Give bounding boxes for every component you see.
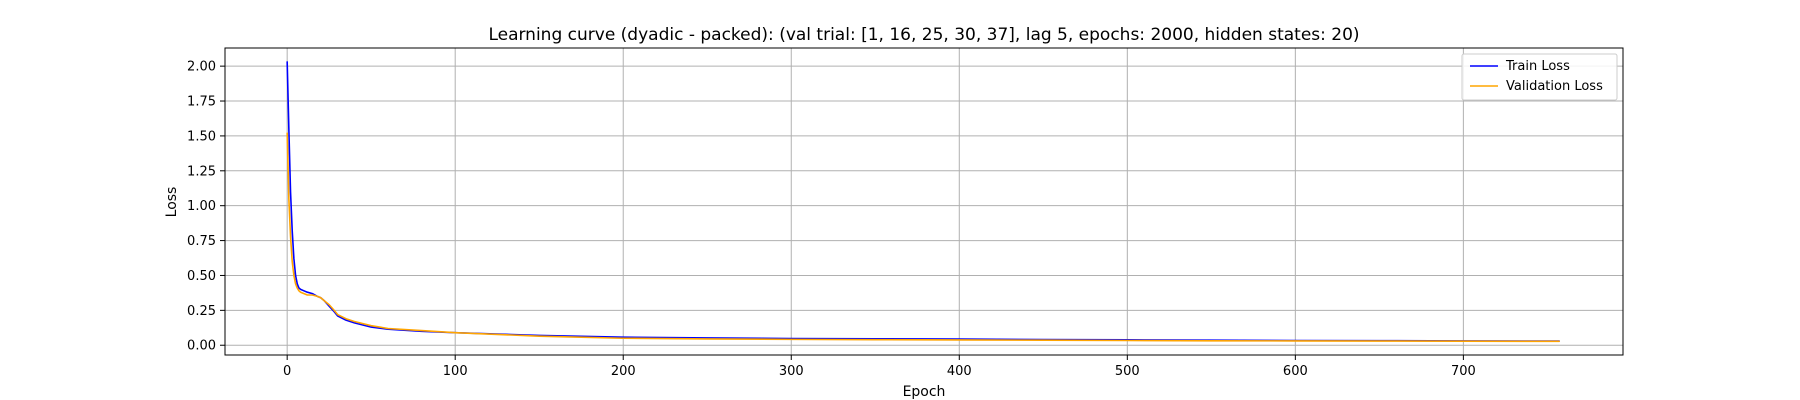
y-tick-label: 0.00 <box>187 339 216 354</box>
y-axis-label: Loss <box>164 187 180 218</box>
y-tick-label: 0.75 <box>187 234 216 249</box>
x-axis-ticks: 0 100 200 300 400 500 600 700 <box>283 355 1476 379</box>
x-tick-label: 600 <box>1283 364 1308 379</box>
legend: Train Loss Validation Loss <box>1461 53 1618 101</box>
y-axis-ticks: 0.00 0.25 0.50 0.75 1.00 1.25 1.50 1.75 2.00 <box>187 60 225 354</box>
validation-loss-line <box>286 132 1560 343</box>
x-tick-label: 300 <box>779 364 804 379</box>
series-layer <box>286 61 1560 343</box>
grid <box>225 48 1623 355</box>
x-tick-label: 100 <box>443 364 468 379</box>
x-tick-label: 500 <box>1115 364 1140 379</box>
x-tick-label: 400 <box>947 364 972 379</box>
plot-frame <box>224 47 1624 356</box>
x-tick-label: 0 <box>283 364 291 379</box>
y-tick-label: 1.00 <box>187 199 216 214</box>
legend-train-loss-label: Train Loss <box>1505 59 1570 74</box>
y-tick-label: 1.50 <box>187 129 216 144</box>
y-tick-label: 2.00 <box>187 60 216 75</box>
y-tick-label: 1.75 <box>187 95 216 110</box>
chart-title: Learning curve (dyadic - packed): (val t… <box>488 25 1359 45</box>
legend-box <box>1461 53 1618 101</box>
y-tick-label: 0.25 <box>187 304 216 319</box>
y-tick-label: 0.50 <box>187 269 216 284</box>
x-tick-label: 700 <box>1451 364 1476 379</box>
y-tick-label: 1.25 <box>187 164 216 179</box>
x-tick-label: 200 <box>611 364 636 379</box>
legend-validation-loss-label: Validation Loss <box>1506 79 1603 94</box>
train-loss-line <box>286 61 1560 342</box>
x-axis-label: Epoch <box>903 384 946 400</box>
